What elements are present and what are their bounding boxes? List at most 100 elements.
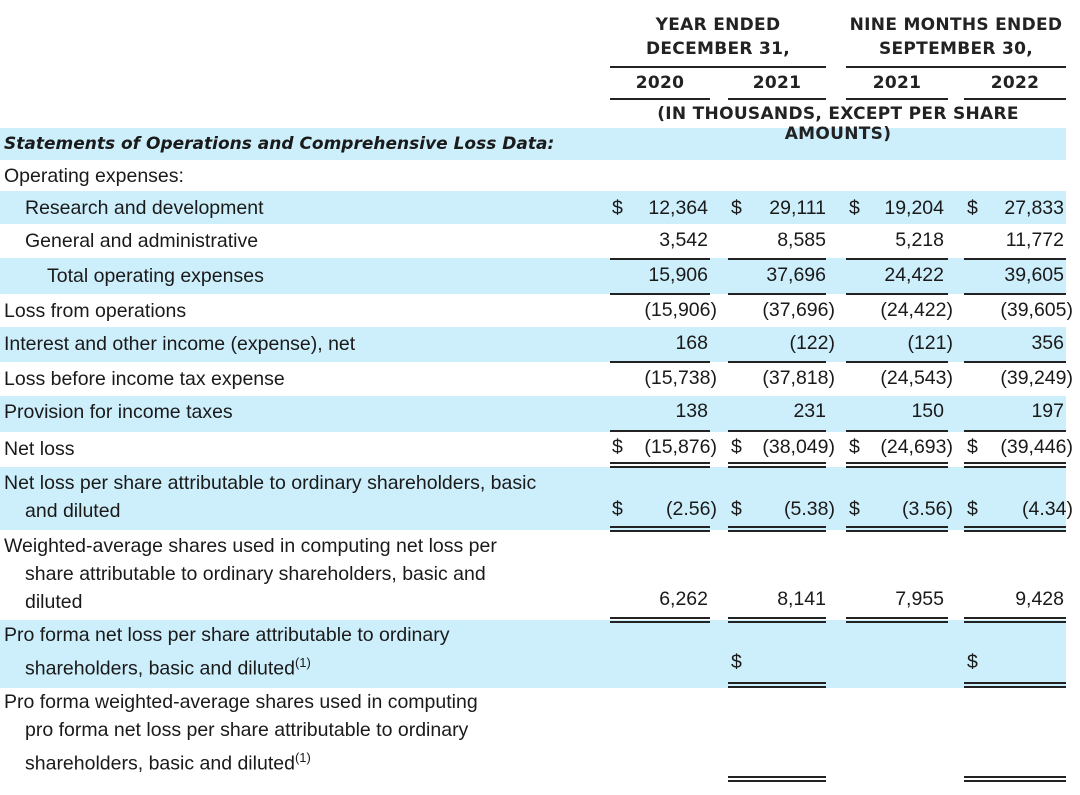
value-cell: 8,141: [777, 588, 826, 610]
value-cell: (39,249): [1000, 367, 1073, 389]
value-cell: 138: [675, 400, 708, 422]
value-cell: 5,218: [895, 229, 944, 251]
rule-wavg-b: [846, 621, 948, 623]
value-cell: (37,818): [762, 367, 835, 389]
value-cell: 197: [1031, 400, 1064, 422]
value-cell: 39,605: [1004, 264, 1064, 286]
col-rule-2021b: [846, 98, 948, 100]
rule-total: [846, 293, 948, 295]
value-cell: 19,204: [884, 197, 944, 219]
rule-general: [846, 258, 948, 260]
dollar-research-1: $: [731, 197, 742, 219]
value-cell: (5.38): [784, 498, 835, 520]
rule-proforma-eps-a: [728, 682, 826, 684]
dollar-proforma-2021: $: [731, 651, 742, 673]
dollar-net-loss-3: $: [967, 436, 978, 458]
rule-net-loss-b: [728, 466, 826, 468]
rule-provision: [964, 430, 1066, 432]
value-cell: (15,876): [644, 436, 717, 458]
shade-interest: [0, 327, 1066, 362]
value-cell: 12,364: [648, 197, 708, 219]
dollar-proforma-2022: $: [967, 651, 978, 673]
interest-label: Interest and other income (expense), net: [4, 333, 356, 355]
col-header-2022: 2022: [990, 73, 1040, 93]
rule-total: [610, 293, 710, 295]
rule-wavg-b: [964, 621, 1066, 623]
rule-proforma-eps-b: [728, 686, 826, 688]
rule-general: [610, 258, 710, 260]
shade-provision: [0, 396, 1066, 432]
value-cell: 9,428: [1015, 588, 1064, 610]
value-cell: (37,696): [762, 299, 835, 321]
rule-eps-a: [964, 526, 1066, 528]
dollar-eps-2: $: [849, 498, 860, 520]
rule-wavg-a: [964, 617, 1066, 619]
shade-proforma-eps: [0, 620, 1066, 688]
rule-net-loss-a: [610, 462, 710, 464]
rule-interest: [610, 361, 710, 363]
value-cell: (2.56): [666, 498, 717, 520]
value-cell: 27,833: [1004, 197, 1064, 219]
provision-label: Provision for income taxes: [4, 401, 233, 423]
research-label: Research and development: [25, 197, 264, 219]
value-cell: 24,422: [884, 264, 944, 286]
dollar-research-3: $: [967, 197, 978, 219]
value-cell: (24,693): [880, 436, 953, 458]
rule-wavg-a: [846, 617, 948, 619]
units-note: (IN THOUSANDS, EXCEPT PER SHARE AMOUNTS): [657, 104, 1019, 144]
rule-interest: [846, 361, 948, 363]
rule-net-loss-a: [964, 462, 1066, 464]
col-header-2020: 2020: [635, 73, 685, 93]
rule-wavg-a: [728, 617, 826, 619]
rule-general: [964, 258, 1066, 260]
header-year-ended: YEAR ENDED DECEMBER 31,: [645, 15, 791, 59]
dollar-eps-1: $: [731, 498, 742, 520]
value-cell: (24,422): [880, 299, 953, 321]
value-cell: 3,542: [659, 229, 708, 251]
value-cell: (3.56): [902, 498, 953, 520]
value-cell: 11,772: [1005, 229, 1064, 251]
dollar-net-loss-1: $: [731, 436, 742, 458]
value-cell: 29,111: [769, 197, 826, 219]
section-title: Statements of Operations and Comprehensi…: [4, 134, 555, 154]
rule-interest: [964, 361, 1066, 363]
proforma-eps-label: Pro forma net loss per share attributabl…: [4, 624, 450, 680]
dollar-net-loss-2: $: [849, 436, 860, 458]
value-cell: (15,738): [644, 367, 717, 389]
rule-general: [728, 258, 826, 260]
rule-wavg-b: [728, 621, 826, 623]
shade-section: [0, 128, 1066, 160]
rule-proforma-eps-a: [964, 682, 1066, 684]
wavg-label: Weighted-average shares used in computin…: [4, 535, 497, 613]
rule-net-loss-b: [846, 466, 948, 468]
loss-ops-label: Loss from operations: [4, 300, 187, 322]
rule-proforma-eps-b: [964, 686, 1066, 688]
value-cell: (121): [907, 332, 953, 354]
rule-eps-b: [846, 530, 948, 532]
value-cell: 15,906: [648, 264, 708, 286]
col-header-2021a: 2021: [752, 73, 802, 93]
value-cell: (39,605): [1000, 299, 1073, 321]
rule-eps-b: [610, 530, 710, 532]
rule-net-loss-a: [728, 462, 826, 464]
value-cell: 6,262: [659, 588, 708, 610]
header-rule-nine: [846, 66, 1066, 68]
value-cell: 356: [1031, 332, 1064, 354]
dollar-eps-3: $: [967, 498, 978, 520]
value-cell: 231: [793, 400, 826, 422]
eps-label: Net loss per share attributable to ordin…: [4, 472, 537, 522]
rule-net-loss-b: [964, 466, 1066, 468]
rule-wavg-b: [610, 621, 710, 623]
rule-proforma-wavg-a: [964, 776, 1066, 778]
rule-provision: [846, 430, 948, 432]
value-cell: 168: [675, 332, 708, 354]
dollar-research-0: $: [612, 197, 623, 219]
col-header-2021b: 2021: [872, 73, 922, 93]
value-cell: (24,543): [880, 367, 953, 389]
operating-expenses-label: Operating expenses:: [4, 165, 184, 187]
dollar-net-loss-0: $: [612, 436, 623, 458]
rule-wavg-a: [610, 617, 710, 619]
rule-eps-a: [846, 526, 948, 528]
value-cell: 7,955: [895, 588, 944, 610]
value-cell: (38,049): [762, 436, 835, 458]
